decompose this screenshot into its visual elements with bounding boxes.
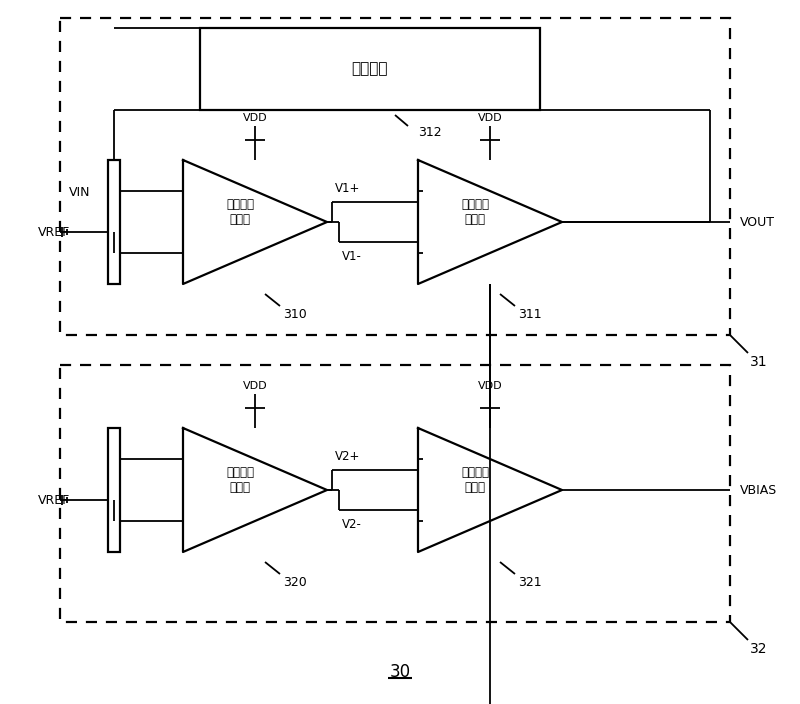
Bar [108,428,120,552]
Text: VREF: VREF [38,494,70,506]
Bar [60,18,730,335]
Text: V2-: V2- [342,518,362,531]
Text: 31: 31 [750,355,768,369]
Text: VOUT: VOUT [740,215,775,229]
Bar [200,28,540,110]
Text: VREF: VREF [38,225,70,239]
Text: 310: 310 [283,308,306,321]
Text: VDD: VDD [478,381,502,391]
Text: VDD: VDD [242,113,267,123]
Text: 第二运算
放大器: 第二运算 放大器 [461,466,489,494]
Text: 320: 320 [283,576,306,589]
Text: V2+: V2+ [335,450,360,463]
Text: 311: 311 [518,308,542,321]
Text: 第一电平
位移器: 第一电平 位移器 [226,198,254,226]
Text: 30: 30 [390,663,410,681]
Text: 第一运算
放大器: 第一运算 放大器 [461,198,489,226]
Text: 第二电平
位移器: 第二电平 位移器 [226,466,254,494]
Text: VDD: VDD [478,113,502,123]
Text: 反馈电路: 反馈电路 [352,61,388,77]
Text: 312: 312 [418,126,442,139]
Text: 32: 32 [750,642,767,656]
Text: V1-: V1- [342,250,362,263]
Bar [60,365,730,622]
Text: VBIAS: VBIAS [740,484,778,496]
Text: VIN: VIN [69,185,90,199]
Bar [108,160,120,284]
Text: VDD: VDD [242,381,267,391]
Text: V1+: V1+ [335,182,360,195]
Text: 321: 321 [518,576,542,589]
